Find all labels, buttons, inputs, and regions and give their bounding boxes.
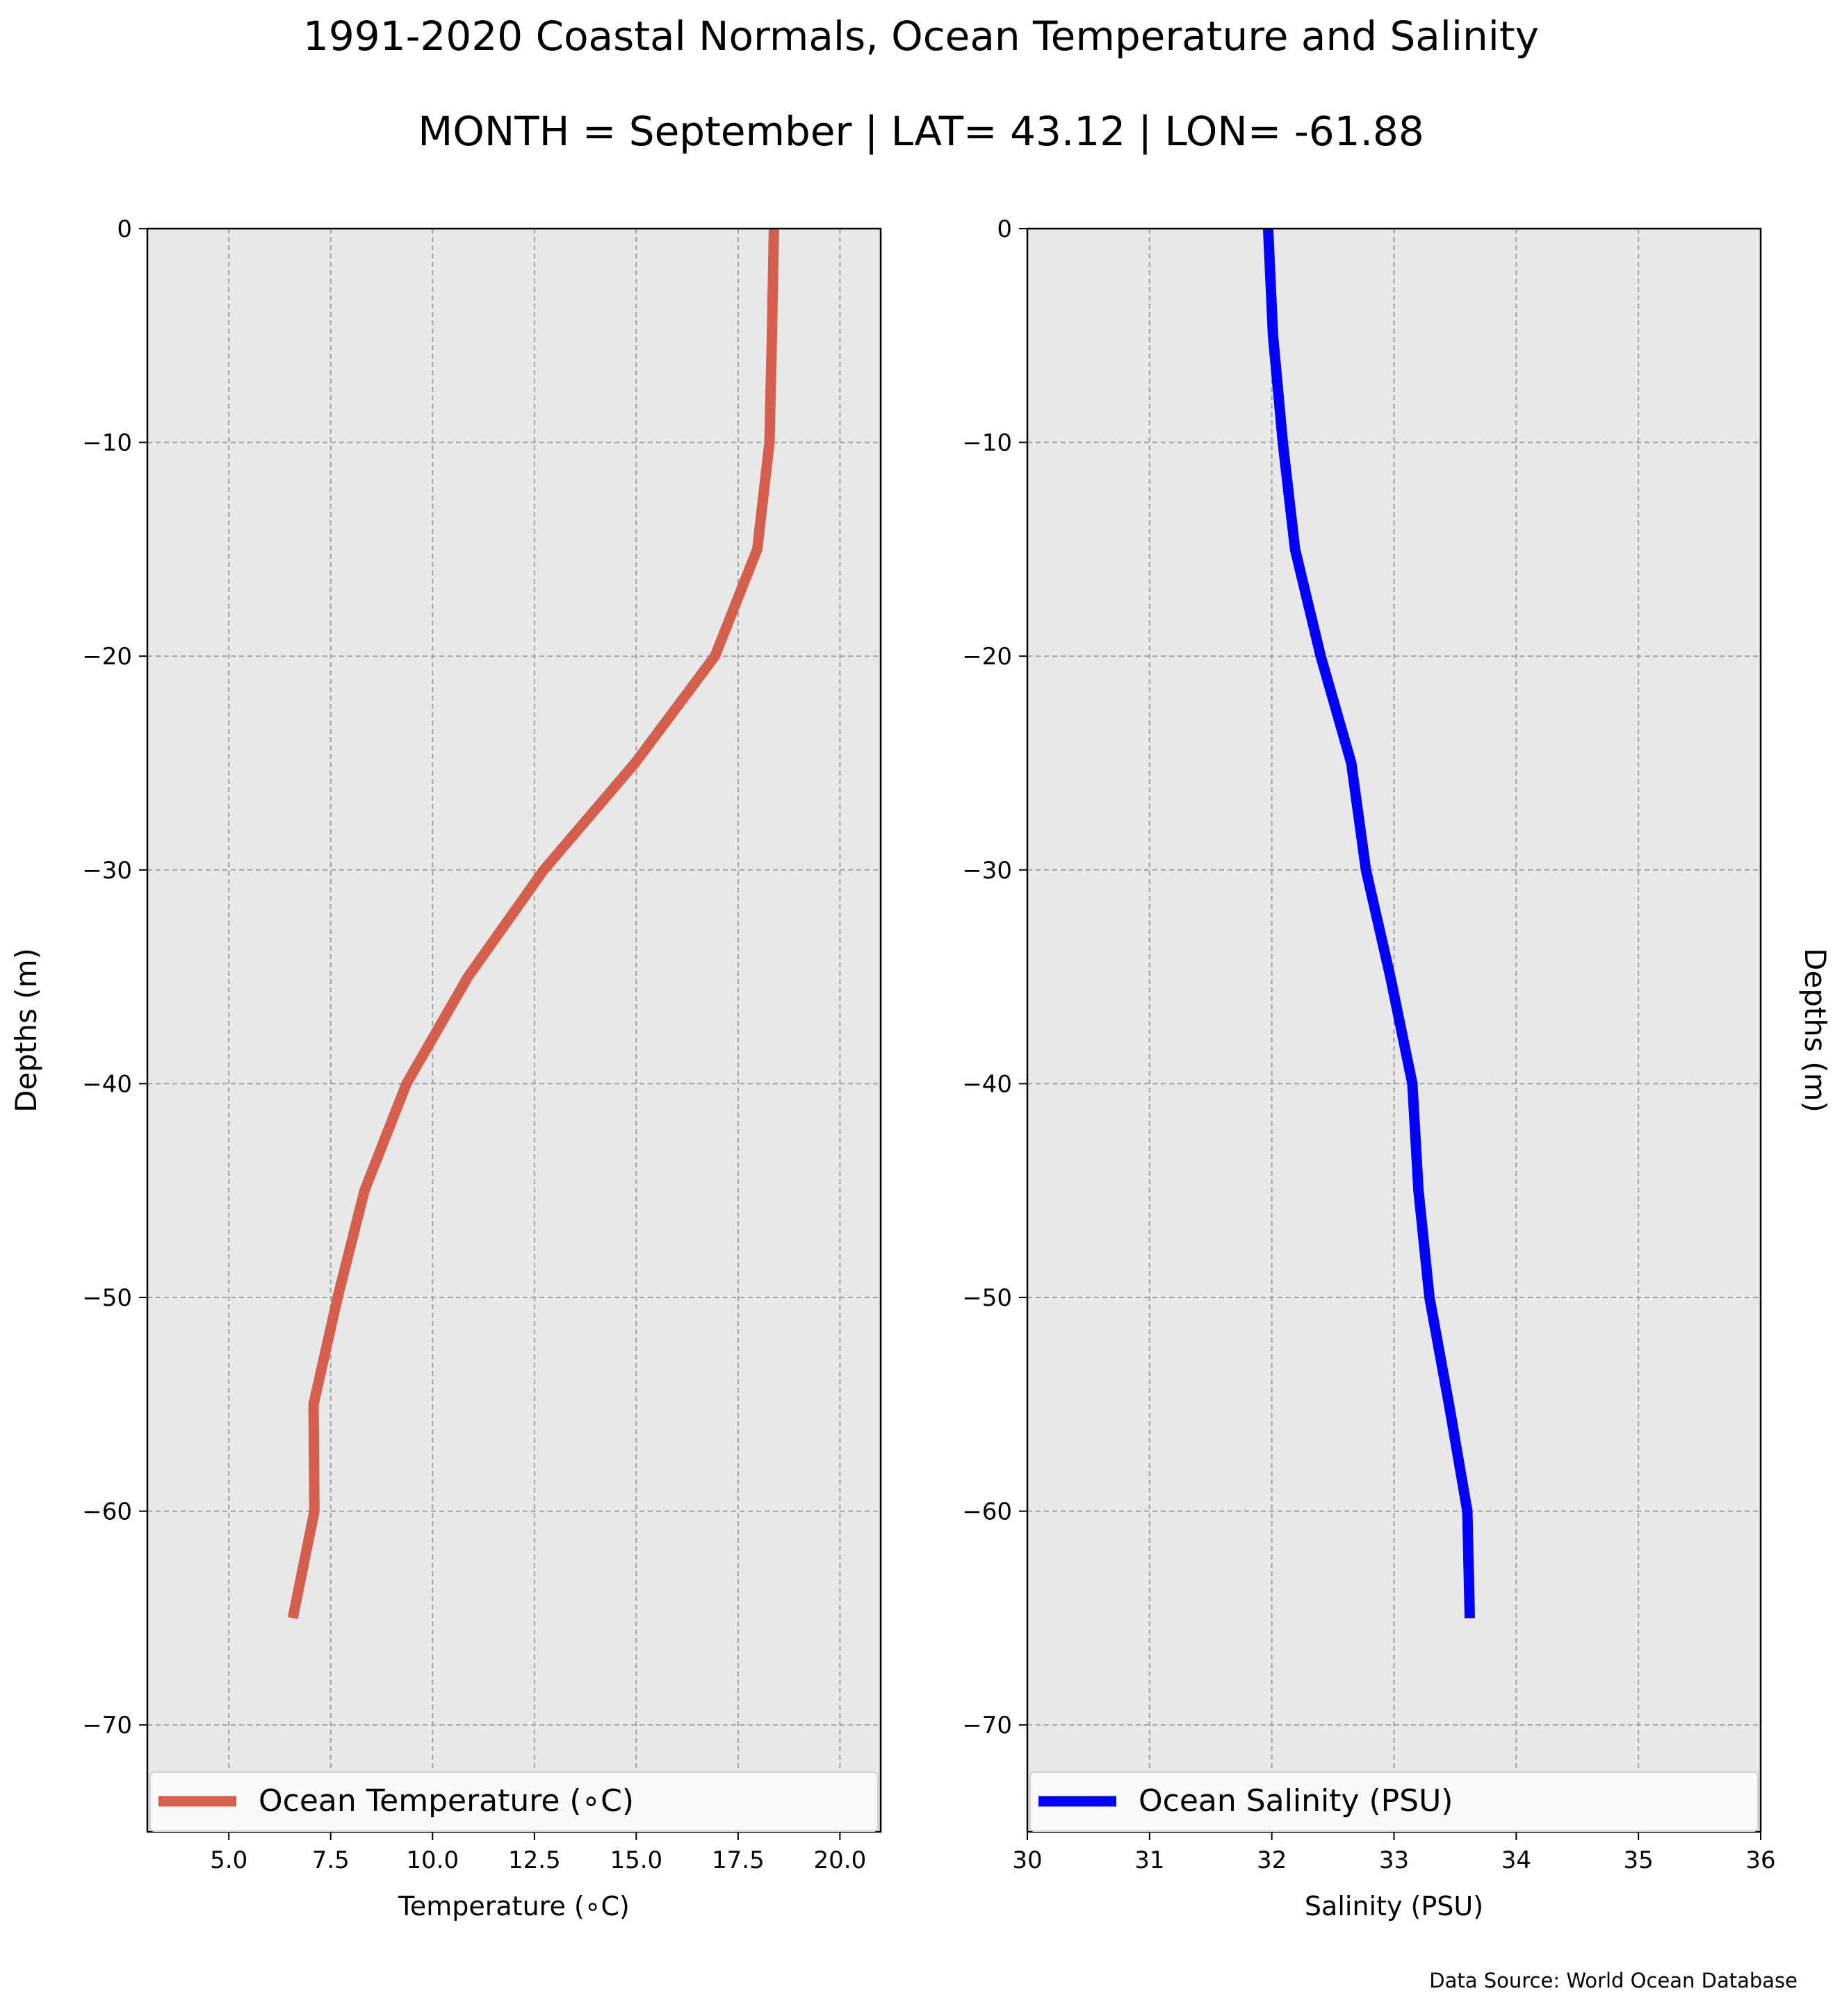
temperature-y-tick-label: −10 — [82, 429, 132, 457]
temperature-series-line — [287, 228, 779, 1619]
salinity-x-tick-label: 33 — [1379, 1846, 1409, 1874]
salinity-series-line — [1262, 228, 1475, 1618]
temperature-y-tick-label: −40 — [82, 1070, 132, 1098]
salinity-x-tick-label: 34 — [1501, 1846, 1531, 1874]
salinity-y-tick-label: −30 — [962, 857, 1012, 885]
salinity-legend-label: Ocean Salinity (PSU) — [1139, 1783, 1453, 1819]
salinity-x-tick-label: 36 — [1745, 1846, 1775, 1874]
salinity-y-tick-label: −60 — [962, 1498, 1012, 1526]
salinity-x-tick-label: 35 — [1624, 1846, 1654, 1874]
salinity-legend-box — [1029, 1771, 1759, 1832]
temperature-x-tick-label: 20.0 — [814, 1846, 867, 1874]
temperature-x-tick-label: 17.5 — [712, 1846, 765, 1874]
salinity-y-tick-label: −70 — [962, 1712, 1012, 1739]
temperature-x-tick-label: 12.5 — [508, 1846, 561, 1874]
temperature-y-tick-label: −20 — [82, 643, 132, 671]
temperature-panel: 5.0 7.5 10.0 12.5 15.0 17.5 20.0 0 −10 −20 −30 −40 −… — [9, 215, 882, 1921]
salinity-x-tick-label: 32 — [1257, 1846, 1287, 1874]
salinity-y-tick-label: −10 — [962, 429, 1012, 457]
salinity-y-tick-label: −40 — [962, 1070, 1012, 1098]
salinity-y-axis-label: Depths (m) — [1798, 948, 1832, 1113]
temperature-x-tick-label: 10.0 — [406, 1846, 459, 1874]
temperature-y-tick-label: −60 — [82, 1498, 132, 1526]
temperature-y-tick-label: −50 — [82, 1284, 132, 1312]
salinity-y-tick-label: −50 — [962, 1284, 1012, 1312]
salinity-y-tick-label: −20 — [962, 643, 1012, 671]
salinity-x-axis-label: Salinity (PSU) — [1305, 1891, 1483, 1921]
temperature-y-tick-label: 0 — [117, 215, 132, 243]
temperature-y-tick-label: −30 — [82, 857, 132, 885]
temperature-legend: Ocean Temperature (∘C) — [149, 1771, 879, 1832]
temperature-legend-box — [149, 1771, 879, 1832]
temperature-x-tick-label: 5.0 — [210, 1846, 247, 1874]
temperature-y-tick-label: −70 — [82, 1712, 132, 1739]
temperature-x-tick-label: 7.5 — [312, 1846, 350, 1874]
salinity-panel: 30 31 32 33 34 35 36 0 −10 −20 −30 −40 −50 −60 −70 Sali… — [962, 215, 1832, 1921]
salinity-legend: Ocean Salinity (PSU) — [1029, 1771, 1759, 1832]
temperature-x-tick-label: 15.0 — [610, 1846, 662, 1874]
chart-subtitle: MONTH = September | LAT= 43.12 | LON= -6… — [418, 108, 1424, 155]
temperature-x-axis-label: Temperature (∘C) — [398, 1891, 630, 1921]
temperature-y-axis-label: Depths (m) — [9, 948, 43, 1113]
salinity-x-tick-label: 30 — [1012, 1846, 1042, 1874]
salinity-x-tick-label: 31 — [1134, 1846, 1164, 1874]
data-source-note: Data Source: World Ocean Database — [1429, 1969, 1798, 1992]
chart-title: 1991-2020 Coastal Normals, Ocean Tempera… — [303, 13, 1539, 60]
temperature-legend-label: Ocean Temperature (∘C) — [259, 1783, 634, 1819]
salinity-y-tick-label: 0 — [997, 215, 1012, 243]
